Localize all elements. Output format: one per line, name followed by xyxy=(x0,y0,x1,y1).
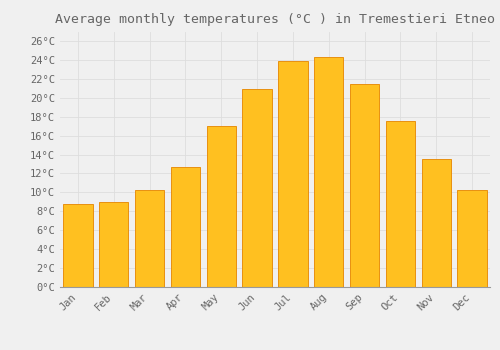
Bar xyxy=(99,202,128,287)
Bar xyxy=(206,126,236,287)
Bar xyxy=(386,121,415,287)
Bar xyxy=(314,57,344,287)
Bar xyxy=(242,89,272,287)
Bar xyxy=(278,61,308,287)
Title: Average monthly temperatures (°C ) in Tremestieri Etneo: Average monthly temperatures (°C ) in Tr… xyxy=(55,13,495,26)
Bar xyxy=(135,190,164,287)
Bar xyxy=(170,167,200,287)
Bar xyxy=(458,190,487,287)
Bar xyxy=(422,159,451,287)
Bar xyxy=(63,204,92,287)
Bar xyxy=(350,84,380,287)
